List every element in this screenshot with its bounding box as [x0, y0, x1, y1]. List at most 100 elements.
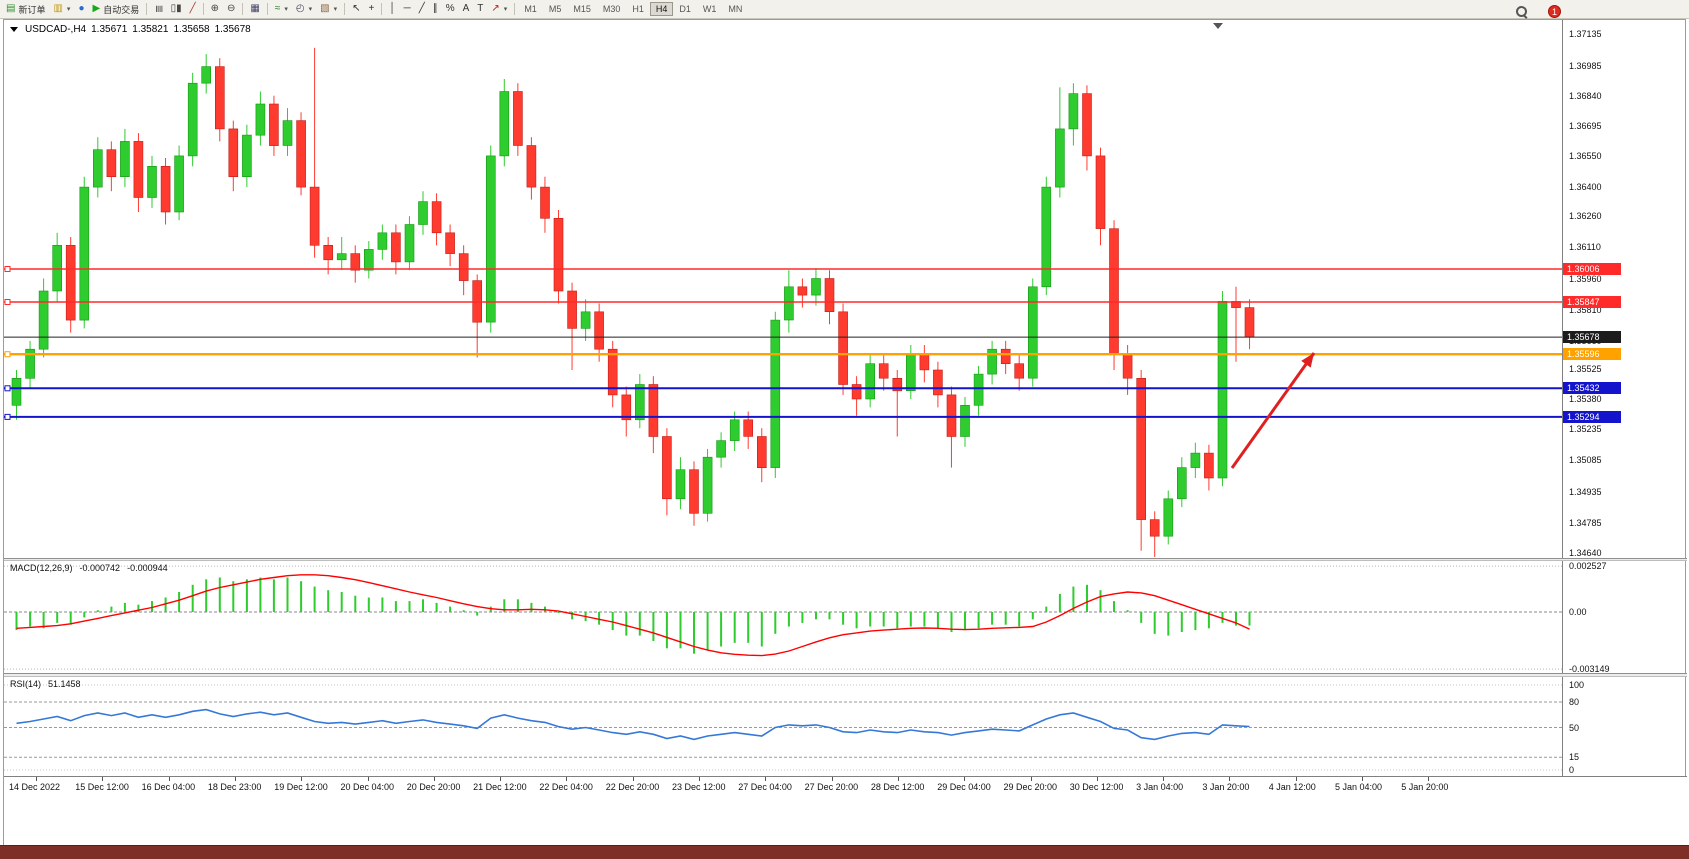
zoom-in-button[interactable]: ⊕	[207, 1, 223, 18]
clock-icon: ◴	[295, 3, 305, 14]
tf-m30[interactable]: M30	[597, 2, 627, 16]
trendline-tool[interactable]: ╱	[415, 1, 429, 18]
macd-histogram-bar	[665, 612, 668, 649]
price-axis-label: 1.35810	[1569, 304, 1602, 315]
horizontal-line-tool[interactable]: ─	[400, 1, 415, 18]
zoom-out-button[interactable]: ⊖	[223, 1, 239, 18]
support-line-1-handle[interactable]	[4, 385, 11, 392]
chevron-down-icon[interactable]: ▾	[284, 6, 288, 13]
bear-candle	[743, 419, 754, 437]
resistance-line-2-handle[interactable]	[4, 299, 11, 305]
macd-histogram-bar	[787, 612, 790, 627]
zoom-out-icon: ⊖	[227, 3, 236, 14]
chevron-down-icon[interactable]: ▾	[503, 6, 508, 13]
search-button[interactable]	[1512, 3, 1532, 20]
time-axis-label: 18 Dec 23:00	[207, 782, 262, 792]
time-axis[interactable]: 14 Dec 2022 15 Dec 12:00 16 Dec 04:00 18 De…	[4, 776, 1687, 846]
time-axis-label: 20 Dec 04:00	[340, 782, 395, 792]
support-line-2-handle[interactable]	[4, 413, 11, 420]
macd-histogram-bar	[923, 612, 926, 627]
macd-value-1: -0.000742	[79, 563, 121, 573]
indicators-button[interactable]: ≈ ▾	[271, 1, 292, 18]
macd-histogram-bar	[1113, 601, 1115, 612]
chart-window[interactable]: USDCAD-,H4 1.35671 1.35821 1.35658 1.356…	[3, 19, 1687, 846]
text-tool[interactable]: A	[459, 1, 474, 18]
bull-candle	[79, 186, 90, 321]
price-axis-label: 1.36840	[1569, 90, 1602, 101]
macd-histogram-bar	[815, 612, 817, 620]
tf-h1[interactable]: H1	[626, 2, 650, 16]
bull-candle	[634, 384, 645, 421]
new-order-button[interactable]: ▤ 新订单	[2, 1, 49, 18]
autotrading-button[interactable]: ▶ 自动交易	[88, 1, 143, 18]
candlestick-button[interactable]: ▯▮	[167, 1, 186, 18]
chart-shift-marker-icon[interactable]	[1213, 23, 1223, 29]
tf-w1-label: W1	[702, 4, 717, 14]
macd-histogram-bar	[1221, 612, 1224, 623]
symbol-dropdown-icon[interactable]	[10, 27, 18, 32]
tf-m5[interactable]: M5	[543, 2, 568, 16]
toolbar-separator	[242, 3, 244, 15]
macd-histogram-bar	[462, 610, 465, 612]
panel-divider[interactable]	[4, 558, 1687, 561]
bull-candle	[363, 249, 374, 271]
label-tool[interactable]: T	[473, 1, 487, 18]
tf-h4-label: H4	[655, 4, 668, 14]
bear-candle	[458, 253, 469, 281]
charts-button[interactable]: ▥ ▾	[49, 1, 74, 18]
tf-m1[interactable]: M1	[518, 2, 543, 16]
macd-histogram-bar	[327, 590, 330, 612]
support-button[interactable]: ●	[74, 1, 88, 18]
arrows-tool[interactable]: ↗ ▾	[487, 1, 511, 18]
chevron-down-icon[interactable]: ▾	[333, 6, 338, 13]
time-axis-label: 5 Jan 20:00	[1401, 782, 1449, 792]
periods-button[interactable]: ◴ ▾	[292, 1, 316, 18]
tile-windows-button[interactable]: ▦	[246, 1, 263, 18]
crosshair-tool[interactable]: +	[365, 1, 379, 18]
bear-candle	[65, 245, 76, 321]
bear-candle	[553, 218, 564, 292]
bull-candle	[52, 245, 63, 292]
macd-histogram-bar	[842, 612, 845, 625]
pivot-line-handle[interactable]	[4, 351, 11, 358]
panel-divider[interactable]	[4, 673, 1687, 677]
main-chart[interactable]	[4, 20, 1562, 558]
tf-h4[interactable]: H4	[649, 2, 674, 16]
candles-icon: ▯▮	[170, 3, 182, 14]
close-value: 1.35678	[214, 24, 251, 35]
tf-d1[interactable]: D1	[673, 2, 697, 16]
macd-histogram-bar	[300, 581, 303, 612]
vertical-line-tool[interactable]: │	[385, 1, 399, 18]
play-icon: ▶	[92, 3, 101, 14]
tf-d1-label: D1	[679, 4, 691, 14]
chevron-down-icon[interactable]: ▾	[66, 6, 71, 13]
resistance-line-1-handle[interactable]	[4, 266, 11, 272]
tf-m30-label: M30	[602, 4, 621, 14]
bar-chart-button[interactable]: ≣	[150, 1, 166, 18]
trend-arrow-head	[1301, 353, 1314, 368]
bull-candle	[729, 419, 740, 441]
line-chart-button[interactable]: ╱	[186, 1, 200, 18]
rsi-panel[interactable]	[4, 677, 1562, 776]
bear-candle	[160, 166, 171, 213]
cursor-tool[interactable]: ↖	[348, 1, 364, 18]
time-axis-tick	[500, 777, 502, 781]
price-axis[interactable]: 1.37135 1.36985 1.36840 1.36695 1.36550 1.364…	[1562, 20, 1687, 776]
notification-badge[interactable]: 1	[1544, 3, 1565, 20]
bull-candle	[11, 377, 22, 406]
fibonacci-tool[interactable]: %	[442, 1, 459, 18]
templates-button[interactable]: ▧ ▾	[316, 1, 341, 18]
macd-histogram-bar	[137, 604, 140, 612]
channel-tool[interactable]: ∥	[429, 1, 442, 18]
cursor-icon: ↖	[352, 3, 361, 14]
bull-candle	[770, 319, 781, 468]
tf-m15[interactable]: M15	[567, 2, 597, 16]
trend-arrow-annotation[interactable]	[1230, 352, 1316, 469]
tf-w1[interactable]: W1	[697, 2, 723, 16]
tf-mn[interactable]: MN	[722, 2, 748, 16]
macd-histogram-bar	[991, 612, 994, 625]
macd-panel[interactable]	[4, 561, 1562, 673]
chevron-down-icon[interactable]: ▾	[308, 6, 313, 13]
channel-icon: ∥	[432, 3, 438, 14]
high-value: 1.35821	[132, 24, 169, 35]
